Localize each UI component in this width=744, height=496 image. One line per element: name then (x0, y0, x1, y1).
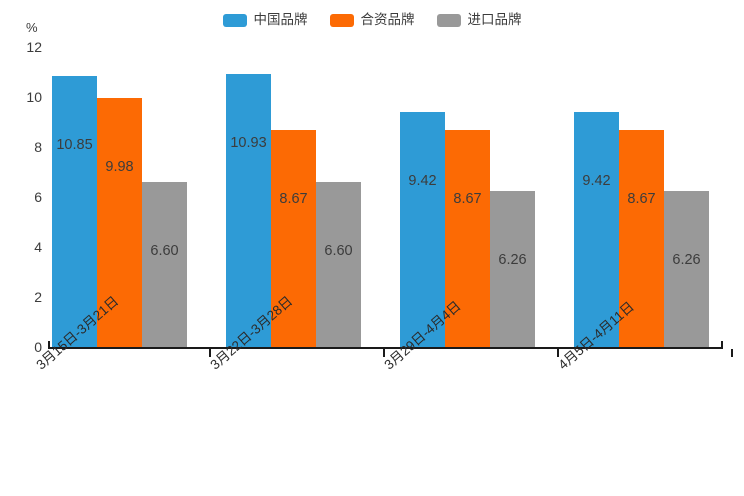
bar-value-label: 10.93 (230, 134, 267, 151)
x-axis-tick (209, 349, 211, 357)
bar-value-label: 6.26 (672, 251, 701, 268)
bar-value-label: 9.42 (408, 172, 437, 189)
y-axis-tick-label: 8 (34, 139, 42, 155)
y-axis-tick-labels: 12 10 8 6 4 2 0 (0, 0, 42, 496)
bar[interactable]: 10.93 (226, 73, 271, 347)
y-axis-tick-label: 12 (26, 39, 42, 55)
legend-label-joint-venture: 合资品牌 (360, 12, 415, 28)
legend-item-import[interactable]: 进口品牌 (436, 12, 522, 28)
bar-value-label: 9.98 (105, 158, 134, 175)
x-axis-right-cap (721, 341, 723, 349)
legend-swatch-import-icon (436, 13, 461, 27)
bar-value-label: 10.85 (56, 136, 93, 153)
bar-value-label: 6.60 (324, 243, 353, 259)
bar[interactable]: 6.60 (142, 182, 187, 347)
legend-label-import: 进口品牌 (467, 12, 522, 28)
bar[interactable]: 6.26 (490, 190, 535, 347)
legend-item-china[interactable]: 中国品牌 (222, 12, 308, 28)
y-axis-tick-label: 6 (34, 189, 42, 205)
legend-swatch-china-icon (222, 13, 247, 27)
bar-value-label: 6.26 (498, 251, 527, 268)
bar[interactable]: 9.98 (97, 97, 142, 347)
y-axis-tick-label: 0 (34, 339, 42, 355)
bar-value-label: 9.42 (582, 172, 611, 189)
y-axis-unit-label: % (26, 20, 38, 35)
legend-label-china: 中国品牌 (253, 12, 308, 28)
x-axis-tick (731, 349, 733, 357)
chart-legend: 中国品牌 合资品牌 进口品牌 (0, 8, 744, 32)
bar[interactable]: 6.60 (316, 182, 361, 347)
x-axis-line (48, 347, 723, 349)
bar[interactable]: 8.67 (619, 130, 664, 347)
x-axis-tick (383, 349, 385, 357)
bar[interactable]: 9.42 (574, 111, 619, 347)
bar-value-label: 8.67 (627, 191, 656, 208)
bar-value-label: 6.60 (150, 243, 179, 259)
bar[interactable]: 10.85 (52, 75, 97, 347)
legend-item-joint-venture[interactable]: 合资品牌 (329, 12, 415, 28)
x-axis-tick (557, 349, 559, 357)
y-axis-tick-label: 10 (26, 89, 42, 105)
bar[interactable]: 8.67 (445, 130, 490, 347)
bar-value-label: 8.67 (453, 191, 482, 208)
y-axis-tick-label: 4 (34, 239, 42, 255)
bar[interactable]: 6.26 (664, 190, 709, 347)
legend-swatch-joint-venture-icon (329, 13, 354, 27)
x-axis-left-cap (48, 341, 50, 349)
y-axis-tick-label: 2 (34, 289, 42, 305)
bar[interactable]: 8.67 (271, 130, 316, 347)
bar-value-label: 8.67 (279, 191, 308, 208)
bar[interactable]: 9.42 (400, 111, 445, 347)
plot-area: 10.85 9.98 6.60 10.93 8.67 6.60 9.42 8.67 6.26 9.… (48, 47, 723, 347)
